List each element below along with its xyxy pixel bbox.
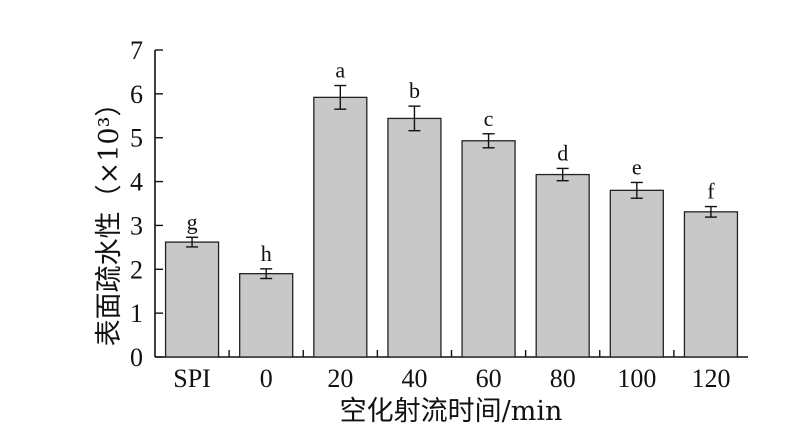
x-tick-label: 60 [476,364,502,393]
bar [609,189,664,358]
x-tick-label: 20 [327,364,353,393]
error-bar [482,133,495,149]
bar [313,96,368,358]
x-axis-title: 空化射流时间/min [340,396,563,427]
significance-label: g [187,209,198,234]
significance-label: e [632,154,642,179]
error-bar [704,205,717,218]
y-axis-title: 表面疏水性（×10³） [94,90,125,347]
x-axis-ticks: SPI 0 20 40 60 80 100 120 [173,350,730,393]
bar [387,117,442,358]
significance-label: h [261,241,272,266]
significance-label: a [335,58,345,83]
x-tick-label: SPI [173,364,211,393]
error-bar [186,236,199,248]
significance-label: f [707,179,715,204]
y-tick-label: 2 [130,255,143,284]
significance-label: b [409,78,420,103]
y-tick-label: 1 [130,299,143,328]
x-tick-label: 0 [260,364,273,393]
y-tick-label: 3 [130,211,143,240]
error-bar [556,167,569,182]
bar [461,140,516,358]
error-bar [630,181,643,199]
y-tick-label: 5 [130,124,143,153]
x-tick-label: 40 [401,364,427,393]
y-tick-label: 4 [130,168,143,197]
y-tick-label: 6 [130,80,143,109]
bar [239,273,294,358]
error-bar [260,268,273,280]
bar-series: g h a b c d e f [164,58,739,358]
y-tick-label: 7 [130,36,143,65]
error-bar [334,84,347,110]
significance-label: d [557,140,568,165]
y-axis-ticks: 0 1 2 3 4 5 6 7 [130,36,163,372]
bar [683,211,739,358]
x-tick-label: 120 [691,364,730,393]
bar [164,241,220,358]
y-tick-label: 0 [130,343,143,372]
significance-label: c [484,106,494,131]
x-tick-label: 100 [617,364,656,393]
error-bar [408,105,421,132]
x-tick-label: 80 [550,364,576,393]
bar [535,173,590,358]
